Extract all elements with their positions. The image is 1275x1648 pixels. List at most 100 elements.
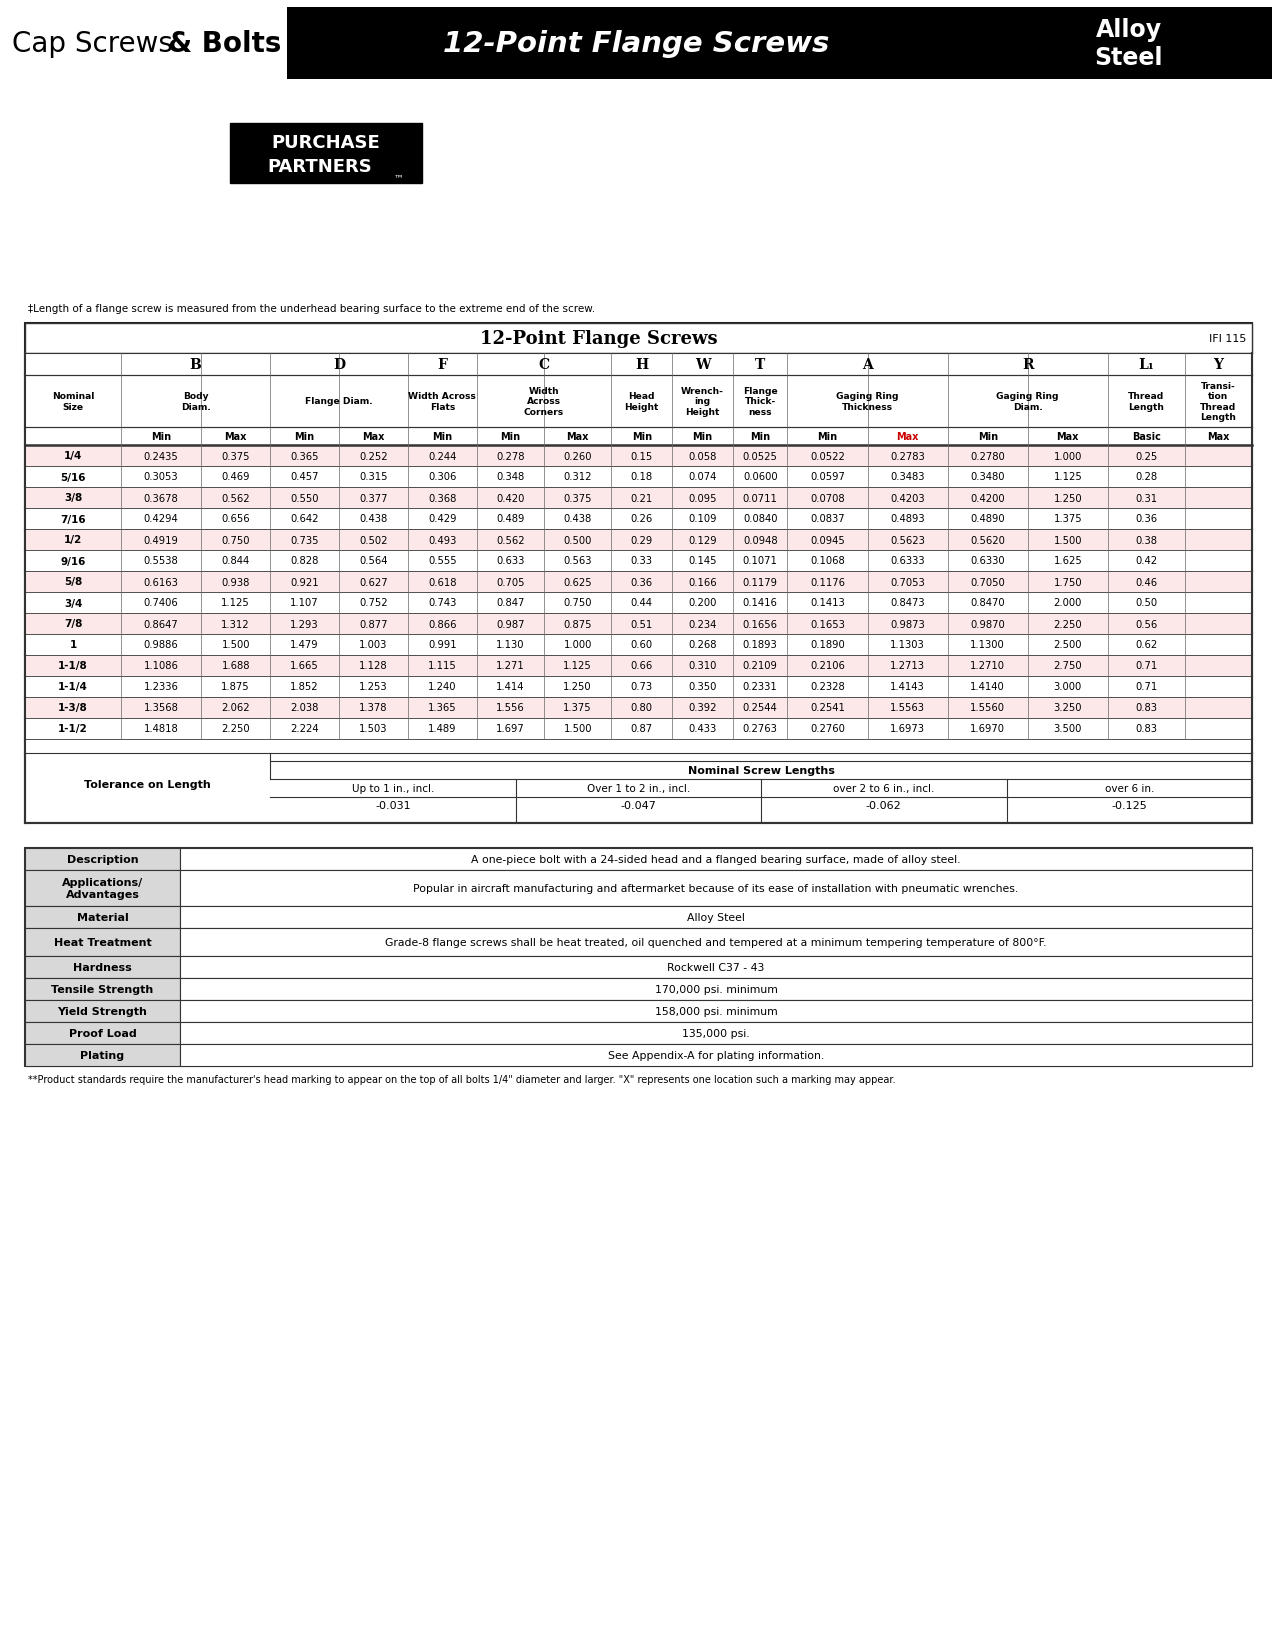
Text: 1.503: 1.503 <box>360 723 388 733</box>
Text: 0.2106: 0.2106 <box>810 661 845 671</box>
Text: 0.550: 0.550 <box>291 493 319 503</box>
Text: 0.8473: 0.8473 <box>890 598 924 608</box>
Text: 0.268: 0.268 <box>688 639 717 649</box>
Text: 0.877: 0.877 <box>360 620 388 630</box>
Text: 1.500: 1.500 <box>564 723 592 733</box>
Bar <box>26 849 1252 1066</box>
Text: 0.8470: 0.8470 <box>970 598 1005 608</box>
Text: 3/4: 3/4 <box>64 598 83 608</box>
Text: 0.0945: 0.0945 <box>810 536 845 545</box>
Text: 1.253: 1.253 <box>360 682 388 692</box>
Bar <box>287 8 986 81</box>
Text: 3.500: 3.500 <box>1053 723 1082 733</box>
Bar <box>26 1045 180 1066</box>
Text: 1.312: 1.312 <box>222 620 250 630</box>
Text: 0.36: 0.36 <box>631 577 653 587</box>
Text: -0.062: -0.062 <box>866 801 901 811</box>
Text: PURCHASE: PURCHASE <box>272 133 380 152</box>
Text: 0.844: 0.844 <box>222 555 250 567</box>
Text: 1.271: 1.271 <box>496 661 525 671</box>
Text: 0.921: 0.921 <box>291 577 319 587</box>
Text: 0.5538: 0.5538 <box>144 555 179 567</box>
Text: 0.2760: 0.2760 <box>810 723 845 733</box>
Text: R: R <box>1023 358 1034 372</box>
Bar <box>26 979 180 1000</box>
Text: 1.697: 1.697 <box>496 723 525 733</box>
Text: ™: ™ <box>394 173 404 183</box>
Text: 0.18: 0.18 <box>631 473 653 483</box>
Text: 1.1300: 1.1300 <box>970 639 1005 649</box>
Text: 0.71: 0.71 <box>1135 682 1158 692</box>
Text: 1.556: 1.556 <box>496 704 525 714</box>
Text: 0.2544: 0.2544 <box>743 704 778 714</box>
Text: 0.4890: 0.4890 <box>970 514 1005 524</box>
Text: 135,000 psi.: 135,000 psi. <box>682 1028 750 1038</box>
Text: A: A <box>862 358 873 372</box>
Text: 2.250: 2.250 <box>1053 620 1082 630</box>
Text: F: F <box>437 358 448 372</box>
Text: 1.479: 1.479 <box>291 639 319 649</box>
Text: 1.414: 1.414 <box>496 682 524 692</box>
Text: 0.7050: 0.7050 <box>970 577 1005 587</box>
Text: Min: Min <box>432 432 453 442</box>
Text: 3.250: 3.250 <box>1053 704 1082 714</box>
Text: 1/4: 1/4 <box>64 452 83 461</box>
Text: 0.7053: 0.7053 <box>890 577 924 587</box>
Text: Width
Across
Corners: Width Across Corners <box>524 387 564 417</box>
Text: 0.2331: 0.2331 <box>743 682 778 692</box>
Text: 0.3678: 0.3678 <box>144 493 179 503</box>
Bar <box>180 979 1252 1000</box>
Text: 0.21: 0.21 <box>631 493 653 503</box>
Text: 158,000 psi. minimum: 158,000 psi. minimum <box>654 1007 778 1017</box>
Text: 0.5623: 0.5623 <box>890 536 926 545</box>
Text: 12-Point Flange Screws: 12-Point Flange Screws <box>442 30 829 58</box>
Text: Min: Min <box>692 432 713 442</box>
Text: 0.0525: 0.0525 <box>743 452 778 461</box>
Text: 0.129: 0.129 <box>688 536 717 545</box>
Text: 1.688: 1.688 <box>222 661 250 671</box>
Text: 1.1086: 1.1086 <box>144 661 179 671</box>
Text: 2.062: 2.062 <box>222 704 250 714</box>
Text: Flange Diam.: Flange Diam. <box>305 397 372 407</box>
Bar <box>180 849 1252 870</box>
Text: Proof Load: Proof Load <box>69 1028 136 1038</box>
Text: 0.0837: 0.0837 <box>810 514 845 524</box>
Text: 0.306: 0.306 <box>428 473 456 483</box>
Text: Heat Treatment: Heat Treatment <box>54 938 152 948</box>
Text: C: C <box>538 358 550 372</box>
Text: 1.875: 1.875 <box>222 682 250 692</box>
Text: **Product standards require the manufacturer's head marking to appear on the top: **Product standards require the manufact… <box>28 1074 895 1084</box>
Text: 0.28: 0.28 <box>1135 473 1158 483</box>
Text: 0.563: 0.563 <box>564 555 592 567</box>
Bar <box>180 1022 1252 1045</box>
Text: 1.293: 1.293 <box>291 620 319 630</box>
Bar <box>26 697 1252 719</box>
Text: 0.1176: 0.1176 <box>810 577 845 587</box>
Text: 0.62: 0.62 <box>1135 639 1158 649</box>
Text: 0.3483: 0.3483 <box>890 473 924 483</box>
Text: 0.166: 0.166 <box>688 577 717 587</box>
Text: 0.1893: 0.1893 <box>743 639 778 649</box>
Text: 0.705: 0.705 <box>496 577 524 587</box>
Text: Material: Material <box>76 913 129 923</box>
Text: 0.4893: 0.4893 <box>890 514 924 524</box>
Text: Alloy
Steel: Alloy Steel <box>1094 18 1163 69</box>
Text: Max: Max <box>224 432 247 442</box>
Text: 1-1/8: 1-1/8 <box>59 661 88 671</box>
Text: 0.4200: 0.4200 <box>970 493 1005 503</box>
Text: 0.83: 0.83 <box>1135 723 1158 733</box>
Text: 0.429: 0.429 <box>428 514 456 524</box>
Text: 0.29: 0.29 <box>631 536 653 545</box>
Text: 0.656: 0.656 <box>222 514 250 524</box>
Text: Description: Description <box>66 854 138 865</box>
Text: 1.2336: 1.2336 <box>144 682 179 692</box>
Text: 0.56: 0.56 <box>1135 620 1158 630</box>
Text: 0.0708: 0.0708 <box>810 493 845 503</box>
Text: 0.365: 0.365 <box>291 452 319 461</box>
Text: 5/16: 5/16 <box>60 473 85 483</box>
Text: Wrench-
ing
Height: Wrench- ing Height <box>681 387 724 417</box>
Text: 1-1/2: 1-1/2 <box>59 723 88 733</box>
Text: 0.315: 0.315 <box>360 473 388 483</box>
Text: 1.250: 1.250 <box>564 682 592 692</box>
Bar <box>26 593 1252 613</box>
